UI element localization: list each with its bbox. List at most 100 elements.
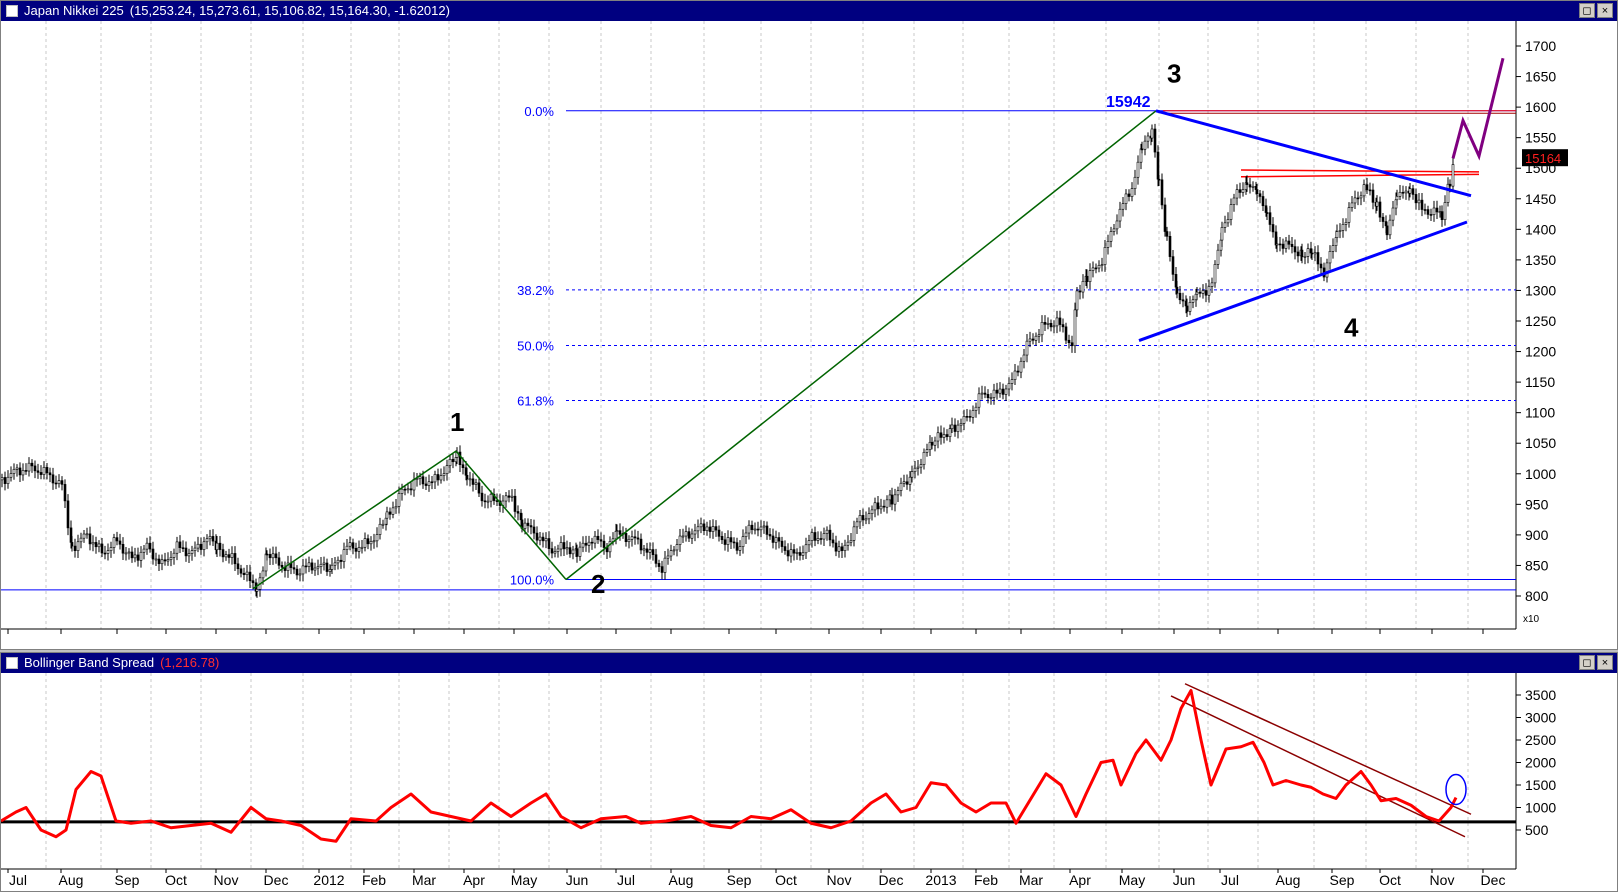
price-candle-body: [66, 500, 70, 529]
price-candle-body: [118, 540, 122, 545]
price-candle-body: [735, 542, 739, 551]
price-candle-body: [849, 540, 853, 543]
restore-button[interactable]: ◻: [1579, 3, 1595, 18]
wave-label: 3: [1167, 59, 1181, 89]
price-chart-plot[interactable]: 1700165016001550150014501400135013001250…: [1, 21, 1617, 649]
price-candle-body: [992, 389, 996, 398]
price-candle-body: [1435, 207, 1439, 213]
price-candle-body: [461, 464, 465, 468]
price-candle-body: [127, 551, 131, 554]
price-candle-body: [1381, 216, 1385, 222]
bb-spread-titlebar[interactable]: Bollinger Band Spread (1,216.78) ◻ ×: [1, 653, 1617, 673]
price-axis-label: 1150: [1525, 374, 1555, 390]
price-candle-body: [765, 525, 769, 535]
price-candle-body: [933, 440, 937, 446]
price-candle-body: [307, 562, 311, 567]
price-candle-body: [678, 535, 682, 545]
price-candle-body: [400, 488, 404, 494]
chart-window-icon: [6, 657, 18, 669]
price-candle-body: [1335, 231, 1339, 238]
price-candle-body: [962, 416, 966, 424]
price-candle-body: [1091, 267, 1095, 271]
price-candle-body: [112, 537, 116, 548]
price-candle-body: [1007, 383, 1011, 390]
price-candle-body: [354, 547, 358, 552]
price-candle-body: [771, 535, 775, 543]
price-candle-body: [333, 562, 337, 566]
price-candle-body: [391, 507, 395, 515]
x-axis-label: Nov: [1430, 872, 1455, 888]
price-candle-body: [762, 525, 766, 528]
price-candle-body: [852, 526, 856, 541]
price-candle-body: [885, 499, 889, 508]
x-axis-label: Dec: [264, 872, 289, 888]
price-candle-body: [950, 424, 954, 430]
price-candle-body: [1034, 335, 1038, 341]
x-axis-label: Oct: [165, 872, 187, 888]
bb-axis-label: 2500: [1525, 732, 1556, 748]
price-candle-body: [1226, 219, 1230, 224]
bb-spread-plot[interactable]: 3500 3000 2500 2000 1500 1000 500 Jul Aug Sep Oct N…: [1, 673, 1617, 891]
price-candle-body: [995, 389, 999, 394]
price-candle-body: [154, 558, 158, 561]
price-candle-body: [184, 547, 188, 557]
price-candle-body: [630, 536, 634, 540]
price-candle-body: [325, 562, 329, 572]
price-candle-body: [1073, 309, 1077, 347]
price-candle-body: [1347, 207, 1351, 223]
price-candle-body: [322, 562, 326, 565]
close-button[interactable]: ×: [1597, 3, 1613, 18]
price-candle-body: [1391, 207, 1395, 221]
price-candle-body: [424, 483, 428, 486]
price-chart-titlebar[interactable]: Japan Nikkei 225 (15,253.24, 15,273.61, …: [1, 1, 1617, 21]
fib-level-label: 0.0%: [524, 104, 554, 119]
price-candle-body: [439, 475, 443, 481]
price-candle-body: [97, 543, 101, 548]
price-candle-body: [1398, 191, 1402, 197]
price-candle-body: [1417, 199, 1421, 204]
price-candle-body: [1328, 251, 1332, 264]
price-candle-body: [304, 565, 308, 568]
price-candle-body: [810, 532, 814, 541]
price-candle-body: [559, 542, 563, 550]
price-candle-body: [1268, 212, 1272, 225]
price-candle-body: [696, 526, 700, 532]
price-candle-body: [717, 529, 721, 537]
price-candle-body: [526, 522, 530, 526]
price-candle-body: [21, 470, 25, 476]
price-candle-body: [109, 547, 113, 551]
price-candle-body: [1420, 199, 1424, 210]
price-candle-body: [669, 550, 673, 557]
price-candle-body: [879, 505, 883, 510]
price-candle-body: [1341, 224, 1345, 231]
price-candle-body: [1103, 247, 1107, 265]
close-button[interactable]: ×: [1597, 655, 1613, 670]
price-candle-body: [1130, 188, 1134, 197]
x-axis-label: Sep: [1330, 872, 1355, 888]
price-candle-body: [1, 477, 4, 481]
price-candle-body: [831, 539, 835, 544]
price-candle-body: [1223, 222, 1227, 228]
price-candle-body: [328, 569, 332, 572]
x-axis-label: Sep: [115, 872, 140, 888]
price-candle-body: [858, 515, 862, 523]
price-axis-label: 1550: [1525, 130, 1556, 146]
price-candle-body: [94, 542, 98, 548]
wave-label: 2: [591, 569, 605, 599]
price-candle-body: [550, 548, 554, 554]
price-candle-body: [251, 580, 255, 584]
price-candle-body: [1198, 291, 1202, 294]
price-candle-body: [489, 493, 493, 502]
price-candle-body: [1375, 201, 1379, 207]
price-candle-body: [1075, 290, 1079, 311]
price-candle-body: [242, 572, 246, 576]
price-candle-body: [657, 563, 661, 567]
price-candle-body: [1265, 212, 1269, 214]
x-axis-label: Nov: [214, 872, 239, 888]
restore-button[interactable]: ◻: [1579, 655, 1595, 670]
price-candle-body: [538, 536, 542, 541]
price-candle-body: [908, 476, 912, 485]
x-axis-label: Apr: [463, 872, 485, 888]
price-candle-body: [1220, 227, 1224, 241]
price-candle-body: [1238, 189, 1242, 193]
